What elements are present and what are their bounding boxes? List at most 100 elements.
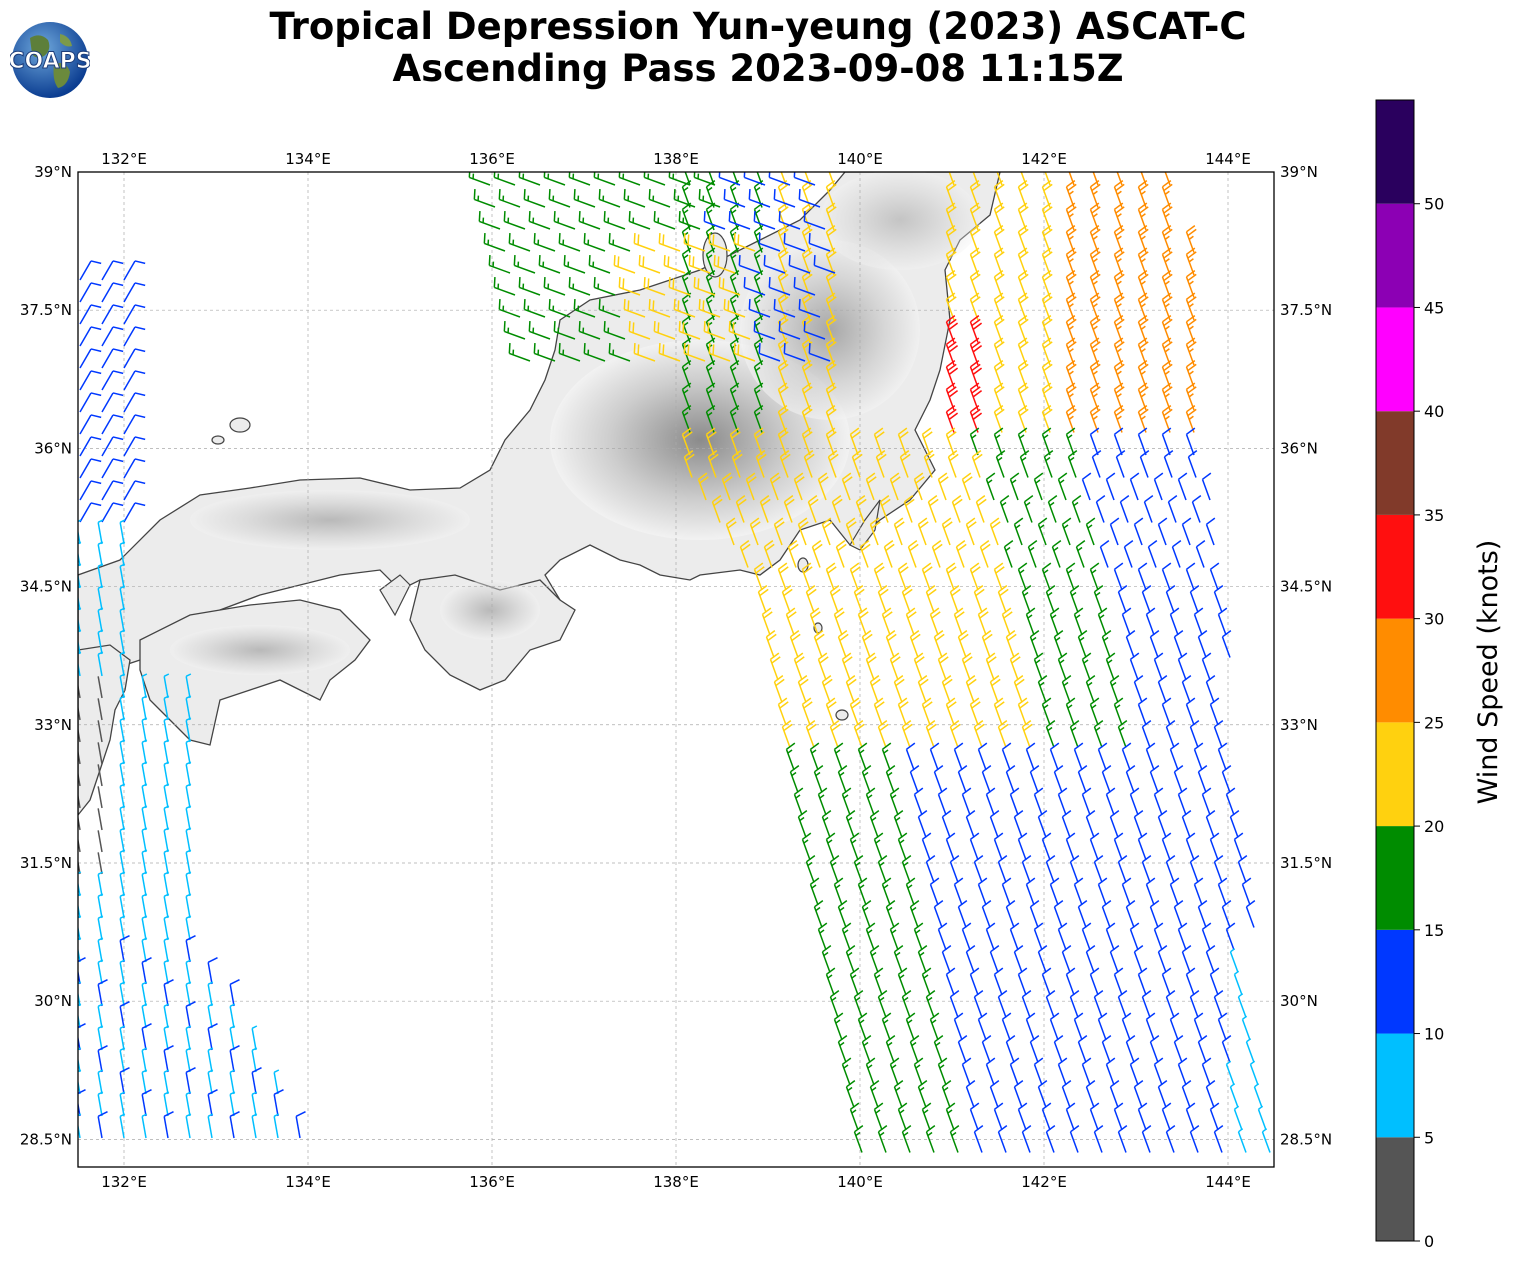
wind-barb xyxy=(1085,809,1096,838)
wind-barb xyxy=(723,299,746,318)
wind-barb xyxy=(1133,517,1144,546)
wind-barb xyxy=(119,981,126,1007)
wind-barb xyxy=(993,967,1004,996)
wind-barb xyxy=(1089,832,1100,861)
lat-tick-label-right: 37.5°N xyxy=(1280,301,1332,319)
wind-barb xyxy=(1017,427,1028,456)
wind-barb xyxy=(753,427,765,456)
lon-tick-label-top: 140°E xyxy=(837,150,883,168)
wind-barb xyxy=(1217,877,1228,906)
wind-barb xyxy=(953,877,964,906)
terrain-shading xyxy=(190,490,470,550)
wind-barb xyxy=(119,563,126,589)
wind-barb xyxy=(707,449,719,478)
wind-barb xyxy=(941,944,952,973)
wind-barb xyxy=(528,211,551,230)
wind-barb xyxy=(827,449,839,478)
wind-barb xyxy=(993,562,1005,591)
wind-barb xyxy=(1157,1079,1168,1108)
wind-barb xyxy=(753,321,776,340)
lon-tick-label-top: 132°E xyxy=(101,150,147,168)
wind-barb xyxy=(207,1047,214,1073)
wind-barb xyxy=(1189,854,1200,883)
wind-barb xyxy=(185,934,196,963)
wind-barb xyxy=(508,343,531,362)
wind-barb xyxy=(788,255,811,274)
wind-barb xyxy=(1075,539,1086,568)
wind-barb xyxy=(1109,674,1120,703)
wind-barb xyxy=(97,698,103,721)
wind-barb xyxy=(793,652,805,681)
lon-tick-label-bottom: 136°E xyxy=(469,1173,515,1191)
wind-barb xyxy=(1013,1079,1024,1108)
wind-barb xyxy=(945,967,956,996)
wind-barb xyxy=(921,697,933,726)
wind-barb xyxy=(961,472,973,501)
wind-barb xyxy=(861,764,872,793)
lat-tick-label-right: 28.5°N xyxy=(1280,1130,1332,1148)
wind-barb xyxy=(1197,629,1208,658)
wind-barb xyxy=(1233,970,1243,996)
wind-barb xyxy=(1191,494,1202,523)
wind-barb xyxy=(853,584,865,613)
wind-barb xyxy=(141,1003,148,1029)
wind-barb xyxy=(975,494,987,523)
wind-barb xyxy=(1125,1034,1136,1063)
wind-barb xyxy=(837,629,849,658)
wind-barb xyxy=(945,562,957,591)
wind-barb xyxy=(1049,1012,1060,1041)
wind-barb xyxy=(1043,449,1054,478)
wind-barb xyxy=(1133,944,1144,973)
wind-barb xyxy=(573,189,596,208)
wind-barb xyxy=(1161,832,1172,861)
wind-barb xyxy=(1173,764,1184,793)
wind-barb xyxy=(1025,742,1036,771)
wind-barb xyxy=(797,809,808,838)
wind-barb xyxy=(1069,719,1080,748)
wind-barb xyxy=(803,321,826,340)
lon-tick-label-bottom: 132°E xyxy=(101,1173,147,1191)
wind-barb xyxy=(951,494,963,523)
wind-barb xyxy=(119,651,126,677)
wind-barb xyxy=(897,562,909,591)
wind-barb xyxy=(1181,809,1192,838)
wind-barb xyxy=(817,922,828,951)
wind-barb xyxy=(1129,472,1140,501)
wind-barb xyxy=(899,449,911,478)
wind-barb xyxy=(789,629,801,658)
wind-barb xyxy=(713,255,736,274)
wind-barb xyxy=(1213,719,1224,748)
wind-barb xyxy=(119,959,126,985)
wind-barb xyxy=(1209,832,1220,861)
wind-barb xyxy=(1233,1105,1243,1131)
wind-barb xyxy=(1113,562,1124,591)
wind-barb xyxy=(79,480,102,501)
wind-barb xyxy=(1085,1079,1096,1108)
wind-barb xyxy=(821,517,833,546)
lon-tick-label-top: 138°E xyxy=(653,150,699,168)
wind-barb xyxy=(1181,944,1192,973)
wind-barb xyxy=(251,1047,258,1073)
wind-barb xyxy=(1045,989,1056,1018)
lat-tick-label-right: 36°N xyxy=(1280,439,1318,457)
wind-barb xyxy=(985,652,997,681)
wind-barb xyxy=(1197,1034,1208,1063)
wind-barb xyxy=(141,761,148,787)
wind-barb xyxy=(1009,472,1020,501)
wind-barb xyxy=(1105,472,1116,501)
wind-barb xyxy=(1065,562,1076,591)
wind-barb xyxy=(965,944,976,973)
wind-barb xyxy=(508,233,531,252)
wind-barb xyxy=(141,937,148,963)
wind-barb xyxy=(163,1025,170,1051)
wind-barb xyxy=(1033,472,1044,501)
wind-barb xyxy=(1077,1034,1088,1063)
wind-barb xyxy=(97,607,104,633)
wind-barb xyxy=(1041,832,1052,861)
wind-barb xyxy=(1237,1128,1247,1153)
wind-barb xyxy=(913,1057,924,1086)
wind-barb xyxy=(708,233,731,252)
wind-barb xyxy=(957,629,969,658)
wind-barb xyxy=(101,502,124,523)
wind-barb xyxy=(997,1124,1008,1153)
